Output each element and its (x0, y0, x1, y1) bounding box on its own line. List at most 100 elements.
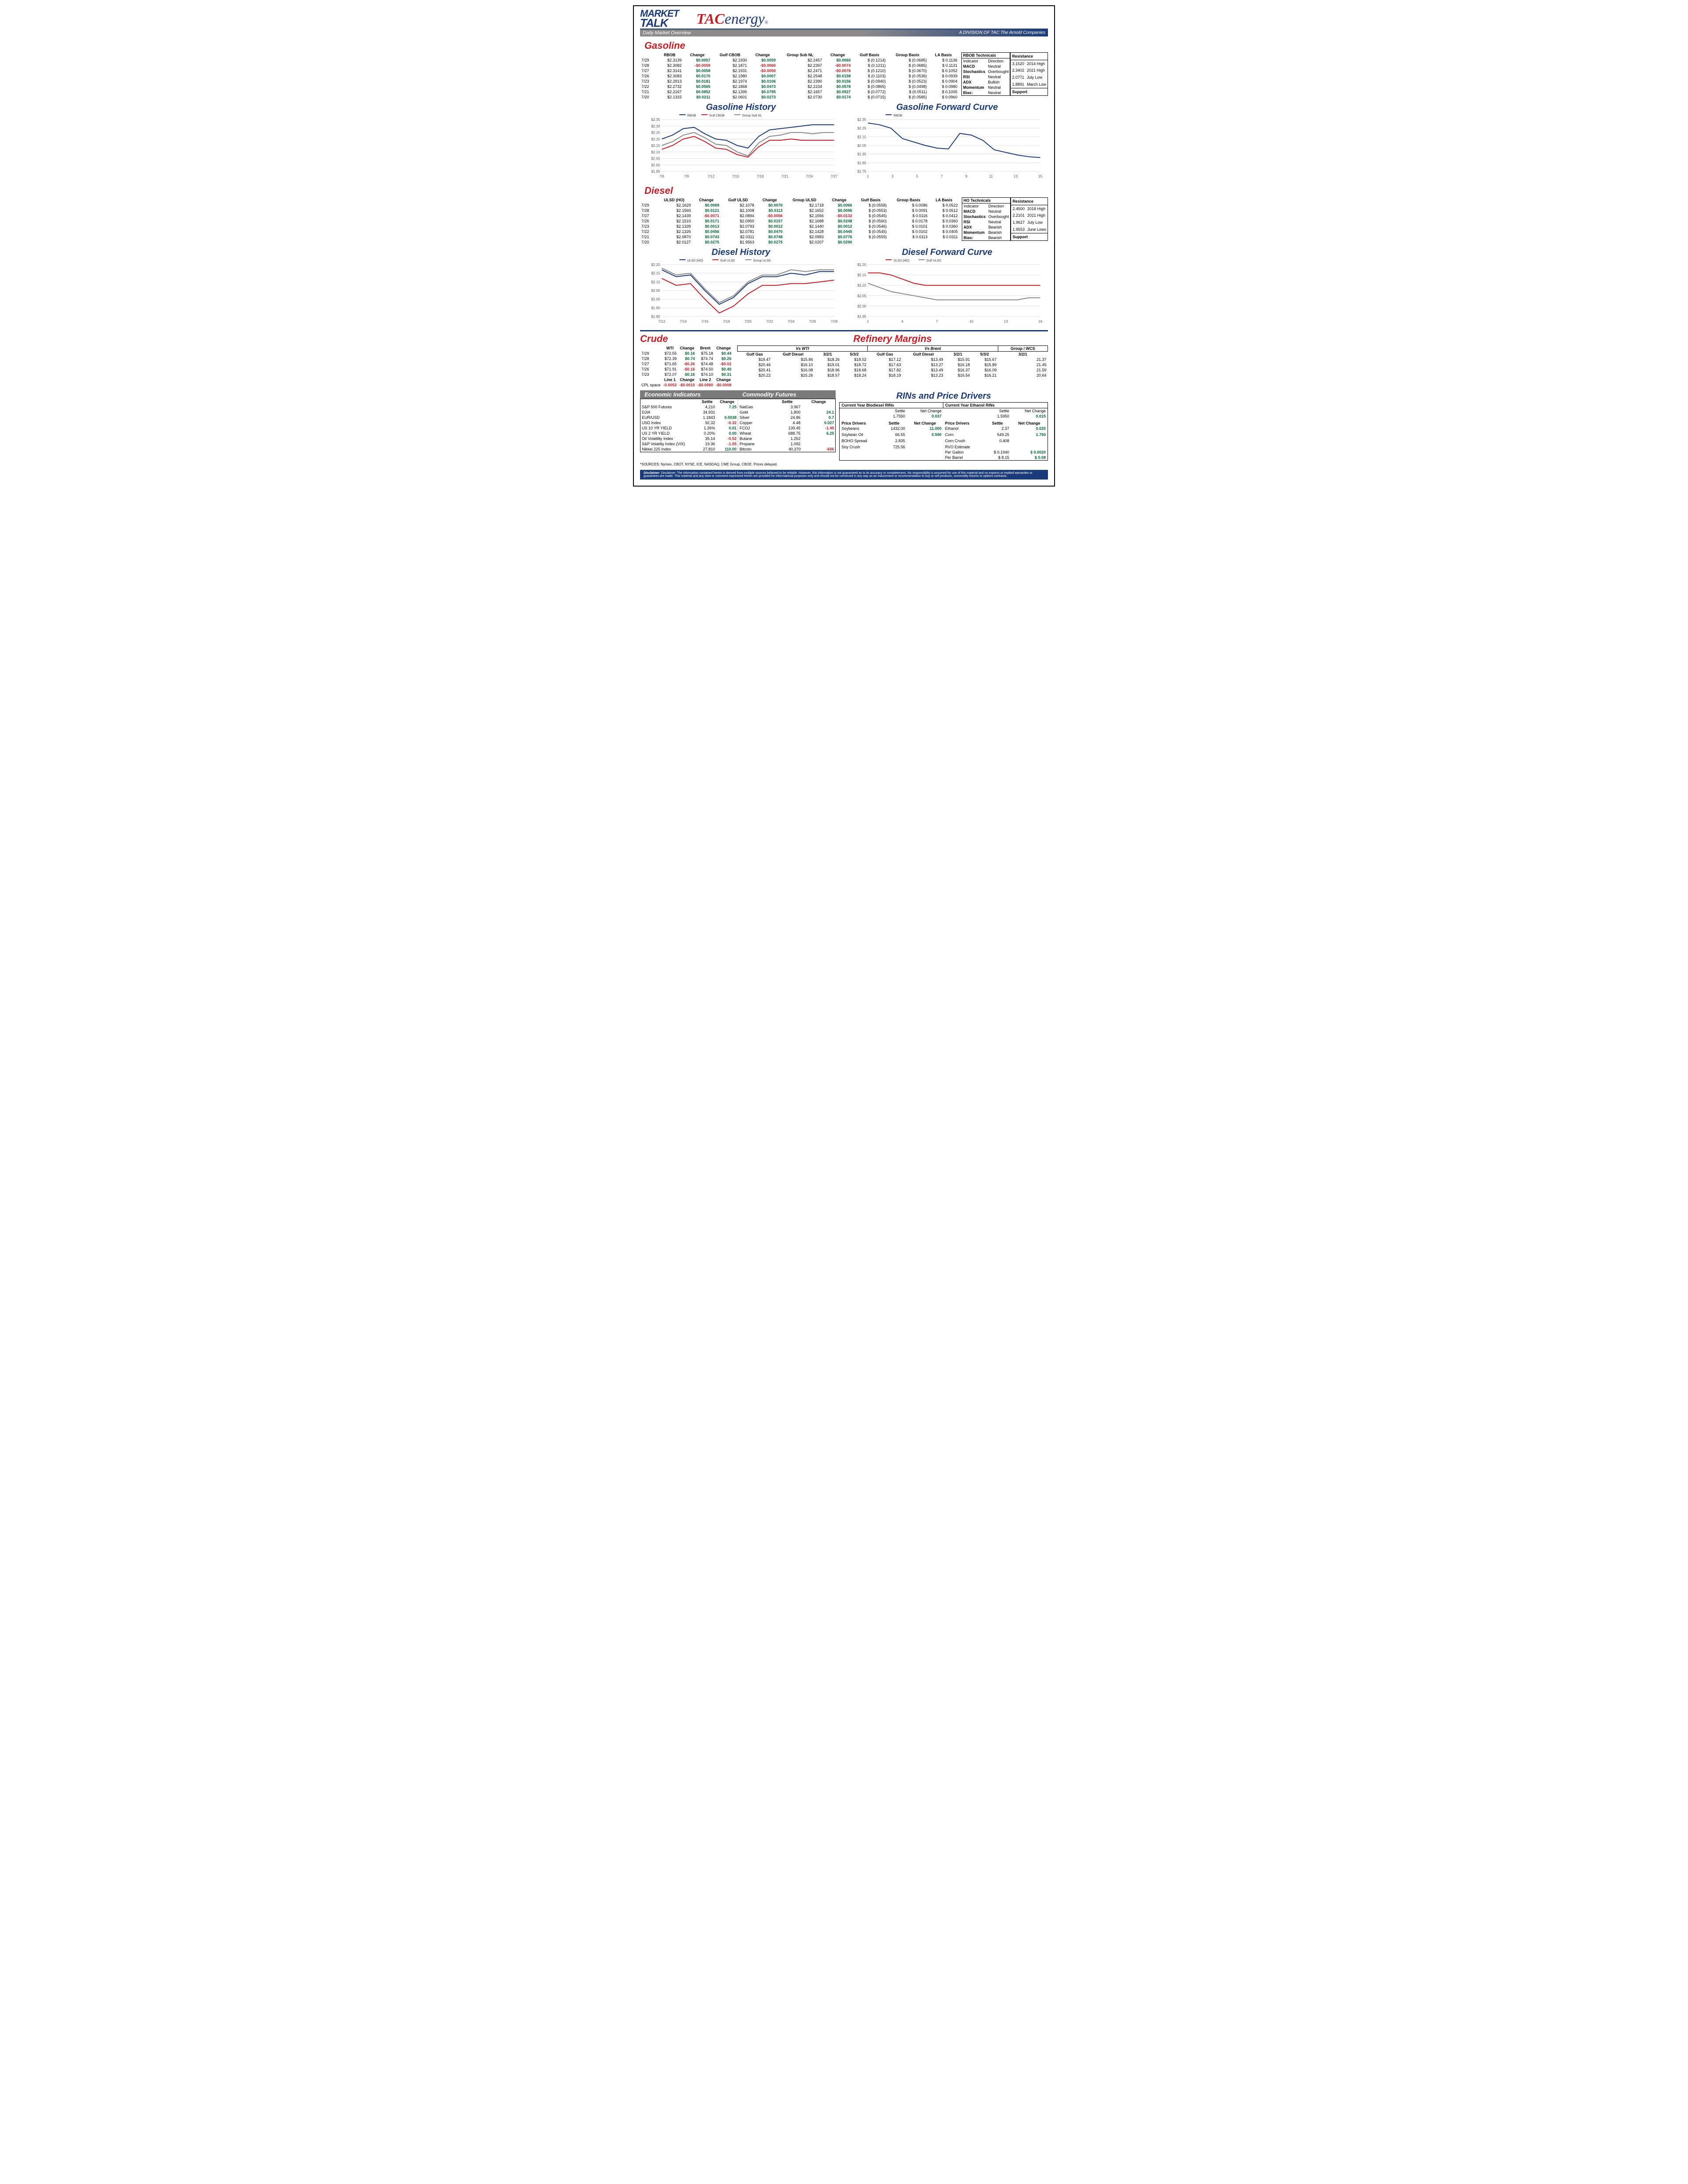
svg-text:$2.00: $2.00 (651, 163, 660, 167)
svg-text:$2.35: $2.35 (857, 118, 866, 122)
gasoline-title: Gasoline (644, 40, 1048, 51)
svg-text:1: 1 (867, 320, 869, 323)
svg-text:$2.15: $2.15 (651, 144, 660, 148)
sources-text: *SOURCES: Nymex, CBOT, NYSE, ICE, NASDAQ… (640, 462, 1048, 466)
svg-text:7: 7 (941, 174, 943, 178)
svg-text:$2.10: $2.10 (857, 283, 866, 287)
svg-text:ULSD (HO): ULSD (HO) (894, 259, 909, 262)
diesel-title: Diesel (644, 185, 1048, 196)
gasoline-resistance: Resistance3.15202014 High2.34022021 High… (1010, 52, 1048, 96)
svg-text:7/6: 7/6 (659, 174, 665, 178)
market-talk-logo: MARKET TALK (640, 10, 679, 28)
svg-text:7/27: 7/27 (831, 174, 838, 178)
svg-text:7/28: 7/28 (831, 320, 838, 323)
svg-text:7/15: 7/15 (732, 174, 739, 178)
svg-text:ULSD (HO): ULSD (HO) (688, 259, 703, 262)
svg-text:7/18: 7/18 (757, 174, 764, 178)
subtitle: Daily Market Overview (643, 30, 691, 36)
svg-text:$1.85: $1.85 (857, 161, 866, 165)
gasoline-history-chart: $1.95 $2.00 $2.05 $2.10 $2.15 $2.20 $2.25 $2.30… (640, 113, 842, 179)
svg-text:7/24: 7/24 (806, 174, 813, 178)
svg-text:5: 5 (916, 174, 918, 178)
comm-table: SettleChangeNatGas3.967Gold1,80024.1Silv… (738, 399, 835, 452)
svg-text:$1.95: $1.95 (651, 170, 660, 174)
svg-text:$2.25: $2.25 (651, 131, 660, 134)
svg-text:$2.00: $2.00 (857, 304, 866, 308)
svg-text:7/14: 7/14 (680, 320, 687, 323)
diesel-technicals: HO TechnicalsIndicatorDirectionMACDNeutr… (962, 197, 1011, 241)
econ-table: SettleChangeS&P 500 Futures4,2107.25DJIA… (640, 399, 738, 452)
svg-text:9: 9 (965, 174, 968, 178)
diesel-resistance: Resistance2.45002018 High2.21012021 High… (1011, 197, 1048, 241)
svg-text:7/18: 7/18 (723, 320, 730, 323)
svg-text:15: 15 (1038, 174, 1042, 178)
diesel-table: ULSD (HO)ChangeGulf ULSDChangeGroup ULSD… (640, 197, 959, 245)
svg-text:$1.90: $1.90 (651, 315, 660, 319)
crude-title: Crude (640, 333, 733, 345)
svg-text:1: 1 (867, 174, 869, 178)
svg-text:$2.30: $2.30 (651, 124, 660, 128)
gas-history-title: Gasoline History (640, 102, 842, 113)
svg-text:$2.35: $2.35 (651, 118, 660, 122)
gasoline-table: RBOBChangeGulf CBOBChangeGroup Sub NLCha… (640, 52, 959, 100)
svg-text:7/22: 7/22 (766, 320, 773, 323)
gasoline-technicals: RBOB TechnicalsIndicatorDirectionMACDNeu… (961, 52, 1011, 96)
svg-text:11: 11 (989, 174, 993, 178)
svg-text:RBOB: RBOB (894, 114, 902, 117)
svg-text:$2.20: $2.20 (857, 263, 866, 267)
svg-text:13: 13 (1014, 174, 1018, 178)
svg-text:$2.15: $2.15 (651, 271, 660, 275)
diesel-history-chart: $1.90 $1.95 $2.00 $2.05 $2.10 $2.15 $2.20 7/12 7… (640, 258, 842, 324)
diesel-forward-chart: $1.95 $2.00 $2.05 $2.10 $2.15 $2.20 1 4 7 10 13 16 U… (846, 258, 1048, 324)
svg-text:$2.20: $2.20 (651, 263, 660, 267)
comm-title: Commodity Futures (738, 390, 836, 399)
tac-logo: TACenergy® (696, 11, 768, 28)
division-text: A DIVISION OF TAC The Arnold Companies (959, 30, 1045, 35)
gasoline-forward-chart: $1.75 $1.85 $1.95 $2.05 $2.15 $2.25 $2.35 13 5 7 9… (846, 113, 1048, 179)
svg-text:$2.00: $2.00 (651, 297, 660, 301)
svg-text:7/24: 7/24 (788, 320, 795, 323)
svg-text:7/16: 7/16 (702, 320, 709, 323)
refinery-table: Vs WTIVs BrentGroup / WCSGulf GasGulf Di… (737, 345, 1048, 378)
svg-text:Group Sub NL: Group Sub NL (742, 114, 762, 117)
svg-text:RBOB: RBOB (688, 114, 696, 117)
svg-text:$2.05: $2.05 (857, 144, 866, 148)
header: MARKET TALK TACenergy® Daily Market Over… (640, 10, 1048, 36)
svg-text:7: 7 (936, 320, 938, 323)
svg-text:10: 10 (969, 320, 973, 323)
svg-text:$2.20: $2.20 (651, 137, 660, 141)
svg-text:7/9: 7/9 (684, 174, 689, 178)
svg-text:Gulf ULSD: Gulf ULSD (927, 259, 941, 262)
svg-text:Gulf ULSD: Gulf ULSD (720, 259, 735, 262)
svg-text:7/20: 7/20 (745, 320, 752, 323)
rins-title: RINs and Price Drivers (839, 391, 1048, 401)
svg-text:4: 4 (902, 320, 904, 323)
disclaimer: Disclaimer: Disclaimer: The information … (640, 470, 1048, 480)
svg-text:$2.25: $2.25 (857, 126, 866, 130)
rins-table: Current Year Biodiesel RINsCurrent Year … (839, 402, 1048, 461)
page: MARKET TALK TACenergy® Daily Market Over… (633, 5, 1055, 487)
dsl-history-title: Diesel History (640, 247, 842, 258)
svg-text:$2.05: $2.05 (651, 156, 660, 160)
svg-text:16: 16 (1038, 320, 1042, 323)
talk-word: TALK (640, 18, 679, 28)
svg-text:$2.10: $2.10 (651, 150, 660, 154)
crude-table: WTIChangeBrentChange7/29$72.55$0.16$75.1… (640, 345, 733, 388)
svg-text:$2.05: $2.05 (857, 294, 866, 298)
svg-text:$1.95: $1.95 (651, 306, 660, 310)
svg-text:13: 13 (1004, 320, 1008, 323)
svg-text:7/12: 7/12 (708, 174, 715, 178)
svg-text:$2.15: $2.15 (857, 273, 866, 277)
svg-text:Group ULSD: Group ULSD (753, 259, 771, 262)
svg-text:$2.10: $2.10 (651, 280, 660, 284)
svg-text:$2.15: $2.15 (857, 135, 866, 139)
gas-forward-title: Gasoline Forward Curve (846, 102, 1048, 113)
dsl-forward-title: Diesel Forward Curve (846, 247, 1048, 258)
svg-text:Gulf CBOB: Gulf CBOB (709, 114, 725, 117)
svg-text:$2.05: $2.05 (651, 289, 660, 293)
svg-text:$1.95: $1.95 (857, 152, 866, 156)
svg-text:7/12: 7/12 (658, 320, 666, 323)
svg-text:7/21: 7/21 (782, 174, 789, 178)
svg-text:$1.75: $1.75 (857, 170, 866, 174)
svg-text:$1.95: $1.95 (857, 315, 866, 319)
